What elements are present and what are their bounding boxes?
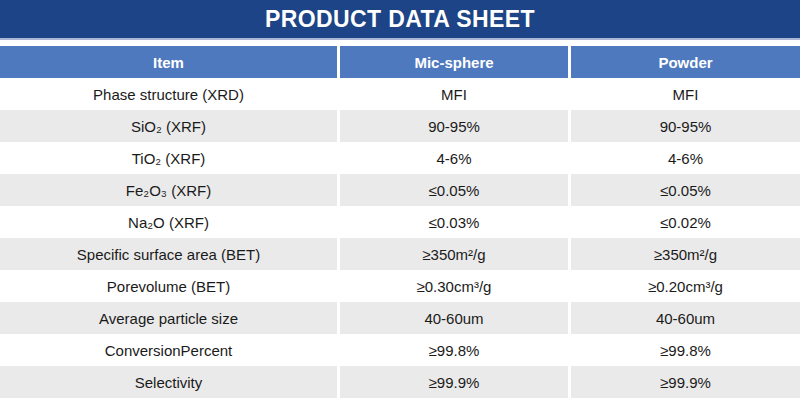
table-row: Selectivity≥99.9%≥99.9% xyxy=(0,366,800,398)
item-cell: Average particle size xyxy=(0,302,337,334)
item-cell: Specific surface area (BET) xyxy=(0,238,337,270)
item-cell: Porevolume (BET) xyxy=(0,270,337,302)
table-row: Fe₂O₃ (XRF)≤0.05%≤0.05% xyxy=(0,174,800,206)
value-cell-mic-sphere: ≤0.03% xyxy=(340,206,568,238)
column-header-powder: Powder xyxy=(571,46,800,78)
value-cell-powder: 90-95% xyxy=(571,110,800,142)
value-cell-powder: ≤0.02% xyxy=(571,206,800,238)
table-row: Porevolume (BET)≥0.30cm³/g≥0.20cm³/g xyxy=(0,270,800,302)
value-cell-powder: 4-6% xyxy=(571,142,800,174)
value-cell-mic-sphere: ≥99.9% xyxy=(340,366,568,398)
value-cell-mic-sphere: ≥350m²/g xyxy=(340,238,568,270)
value-cell-mic-sphere: ≤0.05% xyxy=(340,174,568,206)
table-row: ConversionPercent≥99.8%≥99.8% xyxy=(0,334,800,366)
table-body: Phase structure (XRD)MFIMFISiO₂ (XRF)90-… xyxy=(0,78,800,398)
table-row: SiO₂ (XRF)90-95%90-95% xyxy=(0,110,800,142)
value-cell-powder: ≥99.9% xyxy=(571,366,800,398)
item-cell: ConversionPercent xyxy=(0,334,337,366)
value-cell-mic-sphere: ≥99.8% xyxy=(340,334,568,366)
item-cell: Phase structure (XRD) xyxy=(0,78,337,110)
table-row: Average particle size40-60um40-60um xyxy=(0,302,800,334)
title-banner: PRODUCT DATA SHEET xyxy=(0,0,800,40)
page-title: PRODUCT DATA SHEET xyxy=(265,6,535,33)
table-row: Specific surface area (BET)≥350m²/g≥350m… xyxy=(0,238,800,270)
table-header-row: Item Mic-sphere Powder xyxy=(0,46,800,78)
value-cell-mic-sphere: MFI xyxy=(340,78,568,110)
value-cell-powder: MFI xyxy=(571,78,800,110)
value-cell-mic-sphere: 4-6% xyxy=(340,142,568,174)
table-row: TiO₂ (XRF)4-6%4-6% xyxy=(0,142,800,174)
item-cell: Selectivity xyxy=(0,366,337,398)
product-data-sheet: PRODUCT DATA SHEET Item Mic-sphere Powde… xyxy=(0,0,800,400)
value-cell-powder: ≥0.20cm³/g xyxy=(571,270,800,302)
value-cell-mic-sphere: 90-95% xyxy=(340,110,568,142)
column-header-mic-sphere: Mic-sphere xyxy=(340,46,568,78)
item-cell: TiO₂ (XRF) xyxy=(0,142,337,174)
item-cell: Na₂O (XRF) xyxy=(0,206,337,238)
value-cell-powder: ≥350m²/g xyxy=(571,238,800,270)
table-row: Phase structure (XRD)MFIMFI xyxy=(0,78,800,110)
value-cell-mic-sphere: 40-60um xyxy=(340,302,568,334)
item-cell: Fe₂O₃ (XRF) xyxy=(0,174,337,206)
value-cell-powder: ≤0.05% xyxy=(571,174,800,206)
value-cell-powder: 40-60um xyxy=(571,302,800,334)
value-cell-mic-sphere: ≥0.30cm³/g xyxy=(340,270,568,302)
column-header-item: Item xyxy=(0,46,337,78)
value-cell-powder: ≥99.8% xyxy=(571,334,800,366)
item-cell: SiO₂ (XRF) xyxy=(0,110,337,142)
table-row: Na₂O (XRF)≤0.03%≤0.02% xyxy=(0,206,800,238)
